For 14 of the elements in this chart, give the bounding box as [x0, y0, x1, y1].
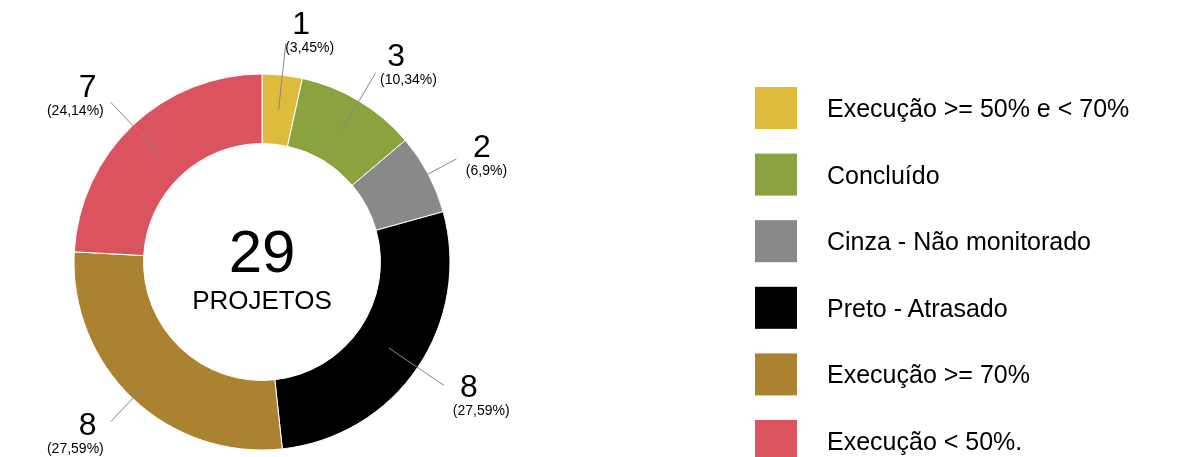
data-label: 7 (24,14%) [46, 67, 104, 118]
legend-label: Preto - Atrasado [827, 293, 1008, 322]
text: PROJETOS [192, 285, 332, 315]
legend-label: Concluído [827, 160, 940, 189]
text: 29 [228, 218, 296, 285]
legend-label: Execução < 50%. [827, 427, 1023, 455]
legend-label: Execução >= 50% e < 70% [827, 94, 1130, 122]
legend-label: Cinza - Não monitorado [827, 227, 1092, 256]
data-label: 8 (27,59%) [452, 367, 510, 418]
data-label: 8 (27,59%) [46, 406, 104, 457]
legend-label: Execução >= 70% [827, 360, 1030, 389]
data-label: 3 (10,34%) [380, 37, 437, 88]
data-label: 1 (3,45%) [285, 5, 335, 56]
data-label: 2 (6,9%) [465, 127, 508, 178]
